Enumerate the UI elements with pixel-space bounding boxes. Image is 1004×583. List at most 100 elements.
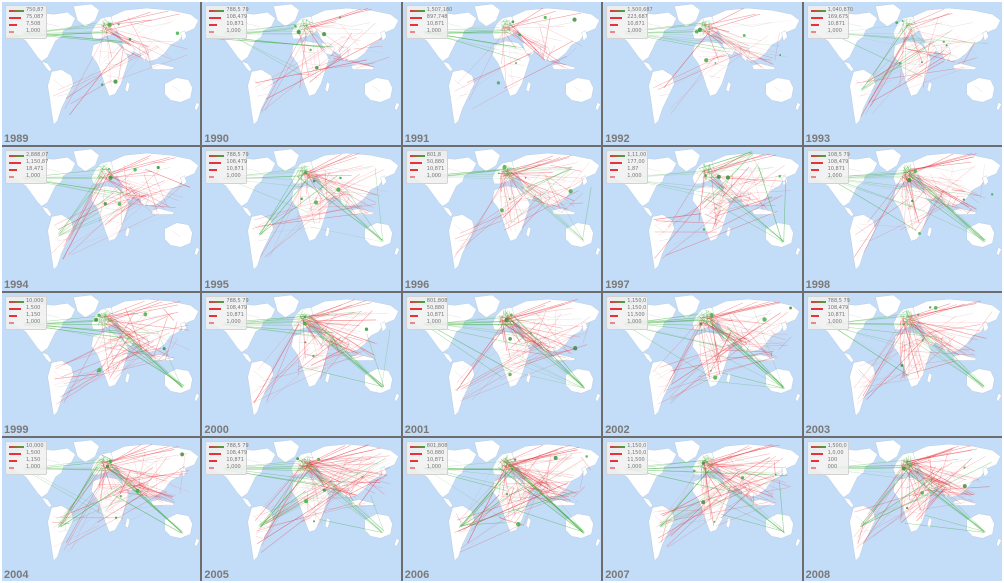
- export-flow-line: [733, 46, 774, 59]
- year-map-panel[interactable]: 750,87 75,087 7,508 1,000 1989: [2, 2, 201, 146]
- export-flow-line: [504, 464, 574, 478]
- new-zealand-land: [595, 101, 601, 111]
- africa-land: [692, 476, 731, 533]
- year-map-panel[interactable]: 801,8 50,880 10,871 1,000 1996: [402, 147, 602, 291]
- export-flow-line: [710, 195, 741, 214]
- legend-row: 1,000: [610, 464, 644, 471]
- flow-legend: 1,040,870 169,675 10,871 1,000: [806, 5, 853, 39]
- year-map-panel[interactable]: 1,500,687 223,687 10,871 1,000 1992: [603, 2, 802, 146]
- year-map-panel[interactable]: 10,000 1,500 1,150 1,000 1999: [2, 292, 201, 436]
- import-flow-line: [705, 20, 709, 23]
- export-flow-line: [137, 484, 173, 498]
- export-flow-line: [662, 456, 771, 517]
- year-map-panel[interactable]: 1,150,0 1,150,0 11,500 1,000 2002: [603, 292, 802, 436]
- india-land: [739, 192, 751, 207]
- export-flow-line: [311, 170, 369, 215]
- import-flow-line: [513, 313, 583, 387]
- greenland-land: [73, 3, 100, 27]
- export-flow-line: [912, 493, 920, 496]
- export-flow-line: [941, 335, 943, 341]
- export-flow-line: [340, 23, 360, 47]
- export-flow-line: [124, 194, 147, 198]
- import-flow-line: [509, 171, 584, 241]
- year-map-panel[interactable]: 1,11,00 177,00 1,87 1,000 1997: [603, 147, 802, 291]
- export-flow-line: [260, 466, 301, 511]
- country-border: [974, 376, 983, 383]
- country-border: [900, 341, 919, 344]
- year-map-panel[interactable]: 788,5 79 108,479 10,871 1,000 1995: [202, 147, 401, 291]
- export-flow-line: [905, 28, 974, 44]
- import-flow-line: [100, 459, 109, 471]
- export-flow-line: [310, 316, 375, 355]
- export-flow-line: [332, 343, 338, 346]
- year-map-panel[interactable]: 788,5 79 108,479 10,871 1,000 1990: [202, 2, 401, 146]
- country-border: [53, 79, 64, 89]
- year-map-panel[interactable]: 10,000 1,500 1,150 1,000 2004: [2, 437, 201, 581]
- import-flow-line: [461, 468, 511, 527]
- year-map-panel[interactable]: 801,808 50,880 10,871 1,000 2001: [402, 292, 602, 436]
- export-flow-line: [308, 459, 325, 480]
- export-flow-line: [899, 482, 920, 520]
- year-map-panel[interactable]: 788,5 79 108,479 10,871 1,000 2000: [202, 292, 401, 436]
- arabia-land: [120, 42, 136, 56]
- africa-land: [91, 185, 130, 242]
- legend-swatch: [209, 10, 225, 12]
- export-flow-line: [532, 194, 539, 201]
- export-flow-line: [461, 369, 499, 398]
- year-map-panel[interactable]: 108,5 79 108,479 10,871 1,000 1998: [803, 147, 1002, 291]
- country-border: [541, 327, 562, 332]
- country-border: [732, 22, 753, 27]
- country-border: [900, 486, 919, 490]
- export-flow-line: [904, 51, 921, 68]
- year-map-panel[interactable]: 1,507,180 897,748 10,871 1,000 1991: [402, 2, 602, 146]
- export-flow-line: [107, 453, 188, 467]
- import-flow-line: [660, 473, 788, 527]
- year-map-panel[interactable]: 788,5 79 108,479 10,871 1,000 2005: [202, 437, 401, 581]
- export-flow-line: [502, 331, 588, 356]
- flow-legend: 801,808 50,880 10,871 1,000: [405, 440, 448, 475]
- india-land: [339, 46, 350, 62]
- export-flow-line: [127, 473, 187, 479]
- import-flow-line: [901, 309, 909, 313]
- year-map-panel[interactable]: 2,888,07 1,150,87 18,471 1,000 1994: [2, 147, 201, 291]
- export-flow-line: [904, 347, 912, 368]
- country-border: [859, 239, 870, 242]
- madagascar-land: [525, 226, 531, 238]
- import-flow-line: [424, 321, 512, 371]
- export-flow-line: [502, 179, 584, 226]
- export-flow-line: [700, 316, 765, 324]
- export-flow-line: [926, 323, 981, 333]
- export-flow-line: [303, 462, 381, 523]
- import-flow-line: [907, 313, 916, 317]
- country-border: [299, 196, 318, 199]
- import-flow-line: [460, 469, 513, 528]
- export-flow-line: [502, 319, 550, 360]
- country-node-marker: [339, 16, 342, 19]
- country-border: [952, 22, 973, 27]
- export-flow-line: [741, 324, 781, 345]
- import-flow-line: [860, 42, 922, 91]
- export-flow-line: [913, 472, 949, 494]
- import-flow-line: [111, 465, 182, 534]
- import-flow-line: [504, 459, 507, 465]
- country-node-marker: [743, 34, 746, 37]
- import-flow-line: [905, 164, 915, 179]
- year-map-panel[interactable]: 788,5 79 108,479 10,871 1,000 2003: [803, 292, 1002, 436]
- export-flow-line: [323, 342, 351, 376]
- export-flow-line: [858, 224, 909, 228]
- import-flow-line: [223, 178, 382, 197]
- export-flow-line: [255, 453, 368, 517]
- flow-legend: 1,507,180 897,748 10,871 1,000: [405, 5, 452, 39]
- export-flow-line: [569, 202, 583, 205]
- import-flow-line: [903, 164, 915, 180]
- export-flow-line: [305, 465, 379, 473]
- year-map-panel[interactable]: 1,040,870 169,675 10,871 1,000 1993: [803, 2, 1002, 146]
- export-flow-line: [68, 170, 159, 256]
- import-flow-line: [660, 503, 723, 526]
- year-map-panel[interactable]: 801,808 50,880 10,871 1,000 2006: [402, 437, 602, 581]
- year-map-panel[interactable]: 1,150,0 1,150,0 11,500 1,000 2007: [603, 437, 802, 581]
- import-flow-line: [552, 348, 584, 387]
- country-border: [751, 167, 772, 172]
- import-flow-line: [724, 482, 785, 532]
- year-map-panel[interactable]: 1,500,0 1,0,00 100 000 2008: [803, 437, 1002, 581]
